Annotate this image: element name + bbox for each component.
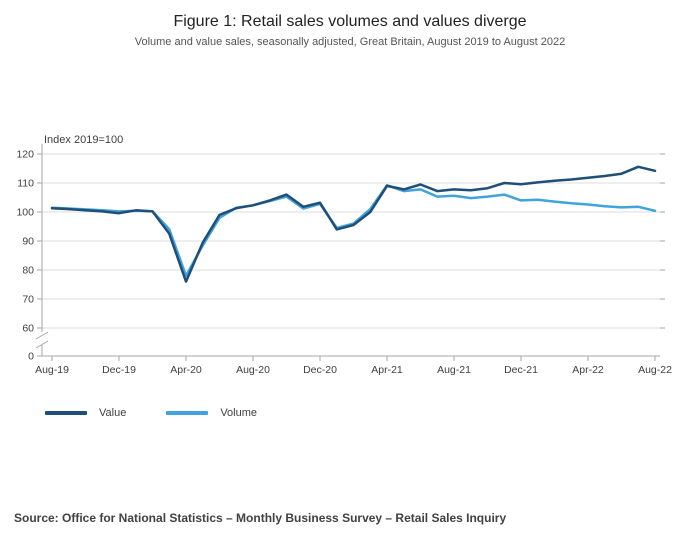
x-tick-label: Dec-20	[303, 364, 337, 376]
y-tick-label: 60	[22, 323, 34, 335]
chart-legend: Value Volume	[45, 407, 257, 419]
axis-break-mark	[35, 340, 49, 349]
y-tick-label: 100	[16, 207, 34, 219]
value-legend-label: Value	[99, 407, 127, 419]
chart-title: Figure 1: Retail sales volumes and value…	[173, 13, 527, 30]
y-tick-label-zero: 0	[28, 351, 34, 363]
x-tick-label: Aug-22	[638, 364, 672, 376]
x-tick-label: Dec-19	[102, 364, 136, 376]
x-tick-label: Dec-21	[504, 364, 538, 376]
y-tick-label: 70	[22, 294, 34, 306]
x-tick-label: Apr-20	[170, 364, 202, 376]
chart-subtitle: Volume and value sales, seasonally adjus…	[134, 36, 566, 48]
y-tick-label: 80	[22, 265, 34, 277]
x-tick-label: Aug-19	[35, 364, 69, 376]
volume-legend-label: Volume	[220, 407, 258, 419]
legend-item-value: Value	[45, 407, 126, 419]
legend-item-volume: Volume	[166, 407, 257, 419]
series-line-volume	[50, 184, 657, 278]
x-tick-label: Aug-21	[437, 364, 471, 376]
y-tick-label: 120	[16, 149, 34, 161]
x-tick-label: Apr-22	[572, 364, 604, 376]
y-tick-label: 90	[22, 236, 34, 248]
volume-line-swatch	[166, 411, 209, 415]
value-line-swatch	[45, 411, 87, 415]
series-line-value	[50, 165, 657, 283]
axis-break-mark	[35, 331, 49, 340]
x-tick-label: Apr-21	[371, 364, 403, 376]
y-axis-title: Index 2019=100	[44, 134, 123, 146]
chart-area: 120 110 100 90 80 70 60 0 Aug-19 Dec-19 Apr-20 Aug-…	[0, 134, 700, 379]
x-tick-label: Aug-20	[236, 364, 270, 376]
source-attribution: Source: Office for National Statistics –…	[14, 511, 507, 525]
y-tick-label: 110	[17, 178, 34, 190]
